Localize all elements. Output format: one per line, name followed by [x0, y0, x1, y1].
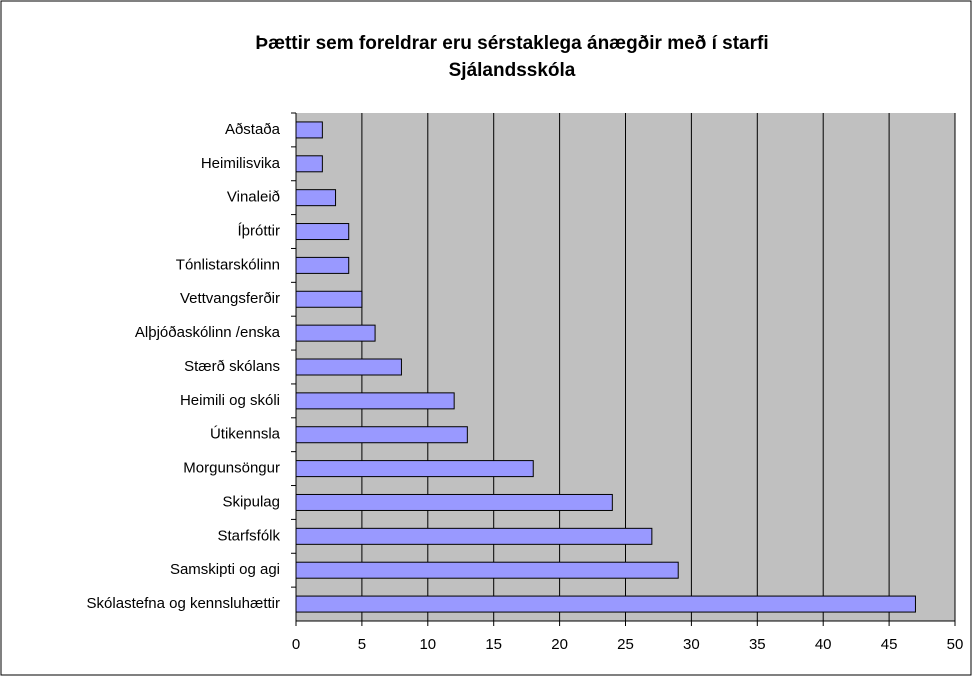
bar: [295, 223, 350, 241]
bar: [295, 189, 337, 207]
y-tick-label: Skólastefna og kennsluhættir: [87, 595, 280, 612]
chart-title: Þættir sem foreldrar eru sérstaklega ánæ…: [255, 33, 768, 54]
bar: [295, 595, 916, 613]
x-tick-label: 20: [551, 636, 568, 653]
x-tick-label: 45: [881, 636, 898, 653]
y-tick-label: Íþróttir: [237, 223, 280, 240]
y-tick-label: Skipulag: [222, 493, 280, 510]
y-tick-label: Heimilisvika: [201, 155, 281, 172]
y-tick-label: Morgunsöngur: [183, 460, 280, 477]
y-tick-label: Stærð skólans: [184, 358, 280, 375]
x-tick-label: 50: [947, 636, 964, 653]
x-tick-label: 35: [749, 636, 766, 653]
bar: [295, 392, 455, 410]
x-tick-label: 5: [358, 636, 366, 653]
x-tick-label: 25: [617, 636, 634, 653]
bar: [295, 324, 376, 342]
y-tick-label: Vinaleið: [227, 189, 280, 206]
bar: [295, 493, 613, 511]
y-tick-label: Tónlistarskólinn: [176, 256, 280, 273]
chart-title: Sjálandsskóla: [449, 60, 576, 81]
y-tick-label: Útikennsla: [210, 426, 281, 443]
bar: [295, 256, 350, 274]
bar: [295, 121, 323, 139]
y-tick-label: Heimili og skóli: [180, 392, 280, 409]
y-tick-label: Samskipti og agi: [170, 561, 280, 578]
x-tick-label: 15: [485, 636, 502, 653]
bar: [295, 460, 534, 478]
y-tick-label: Vettvangsferðir: [180, 290, 280, 307]
bar: [295, 527, 653, 545]
y-tick-label: Starfsfólk: [217, 527, 280, 544]
x-tick-label: 0: [292, 636, 300, 653]
bar: [295, 155, 323, 173]
x-tick-label: 30: [683, 636, 700, 653]
bar: [295, 290, 363, 308]
bar: [295, 358, 402, 376]
bar: [295, 426, 468, 444]
y-tick-label: Alþjóðaskólinn /enska: [135, 324, 281, 341]
y-tick-label: Aðstaða: [225, 121, 281, 138]
x-tick-label: 40: [815, 636, 832, 653]
bar: [295, 561, 679, 579]
x-tick-label: 10: [419, 636, 436, 653]
